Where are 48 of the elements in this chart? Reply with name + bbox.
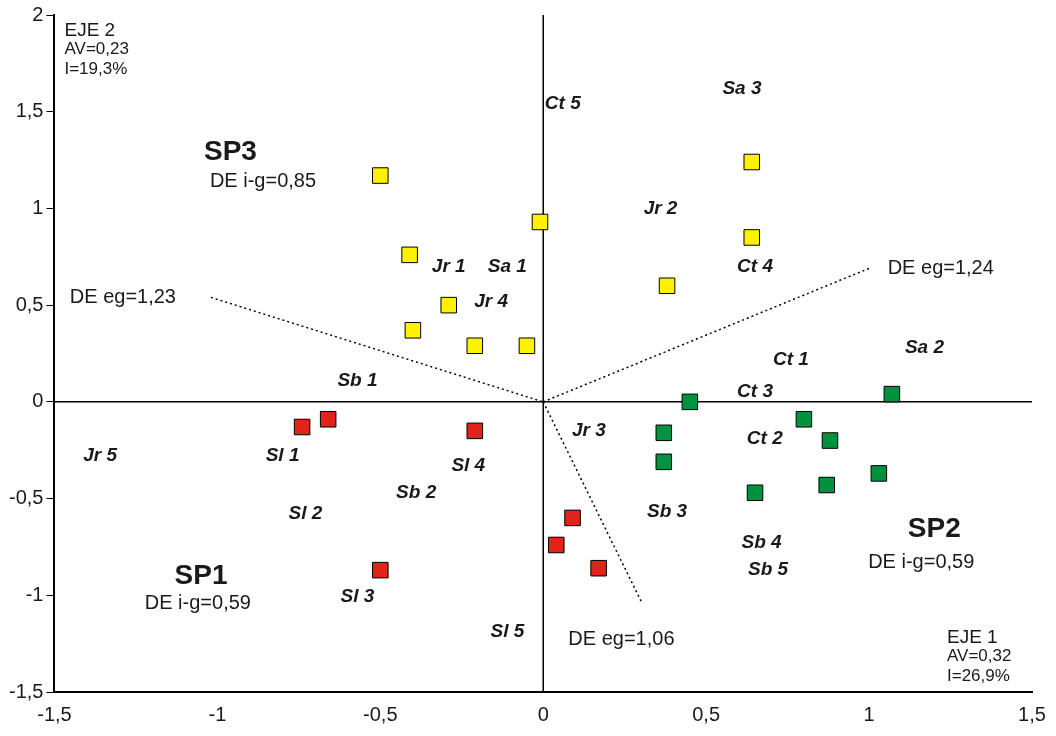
annotation: SP2 <box>907 512 961 544</box>
annotation: Jr 5 <box>83 444 118 466</box>
annotation: DE i-g=0,59 <box>144 590 251 613</box>
annotation: Jr 1 <box>431 254 466 276</box>
x-tick-label: -1 <box>208 702 227 725</box>
annotation: Sb 4 <box>741 531 783 553</box>
annotation: Sl 2 <box>288 502 323 524</box>
annotation: Jr 3 <box>571 419 607 441</box>
annotation: Ct 5 <box>544 92 582 114</box>
annotation: Ct 2 <box>746 426 784 448</box>
y-tick-label: -1,5 <box>8 679 44 702</box>
annotation: Jr 4 <box>474 289 509 311</box>
annotation: EJE 1 AV=0,32 I=26,9% <box>947 625 1012 686</box>
x-tick-label: 0,5 <box>692 702 721 725</box>
annotation: DE eg=1,06 <box>568 627 675 650</box>
annotation: Sb 5 <box>748 558 789 580</box>
annotation: EJE 2 AV=0,23 I=19,3% <box>64 18 129 79</box>
annotation: SP3 <box>203 135 257 167</box>
y-tick-label: 1 <box>32 195 44 218</box>
annotation: Sl 4 <box>451 453 486 475</box>
y-tick-label: -1 <box>25 582 44 605</box>
annotation: DE i-g=0,85 <box>209 168 317 191</box>
annotation: DE eg=1,23 <box>69 284 176 307</box>
x-tick-label: 1 <box>863 702 875 725</box>
annotation: Sb 2 <box>396 481 437 502</box>
annotation: Sl 5 <box>490 620 525 642</box>
x-tick-label: 1,5 <box>1018 702 1046 725</box>
annotation: Sa 2 <box>904 335 945 357</box>
annotation: SP1 <box>174 558 228 590</box>
annotation: Sb 3 <box>646 500 688 522</box>
annotation: Sl 1 <box>265 444 300 466</box>
annotation: Sa 3 <box>722 76 762 98</box>
annotation: Jr 2 <box>643 196 678 218</box>
x-tick-label: -0,5 <box>363 702 398 725</box>
y-tick-label: 0 <box>32 389 44 412</box>
annotation: Sb 1 <box>337 368 378 390</box>
annotation: Sl 3 <box>340 585 375 607</box>
y-tick-label: 2 <box>32 2 44 25</box>
annotation: Ct 4 <box>737 254 774 276</box>
annotation: DE i-g=0,59 <box>868 549 975 572</box>
annotation: Sa 1 <box>487 254 527 276</box>
x-tick-label: 0 <box>537 702 549 725</box>
y-tick-label: 1,5 <box>15 99 44 122</box>
y-tick-label: -0,5 <box>8 486 44 509</box>
y-tick-label: 0,5 <box>15 292 44 315</box>
annotation: Ct 3 <box>737 380 774 402</box>
annotation: DE eg=1,24 <box>887 255 994 278</box>
annotation: Ct 1 <box>772 347 809 369</box>
